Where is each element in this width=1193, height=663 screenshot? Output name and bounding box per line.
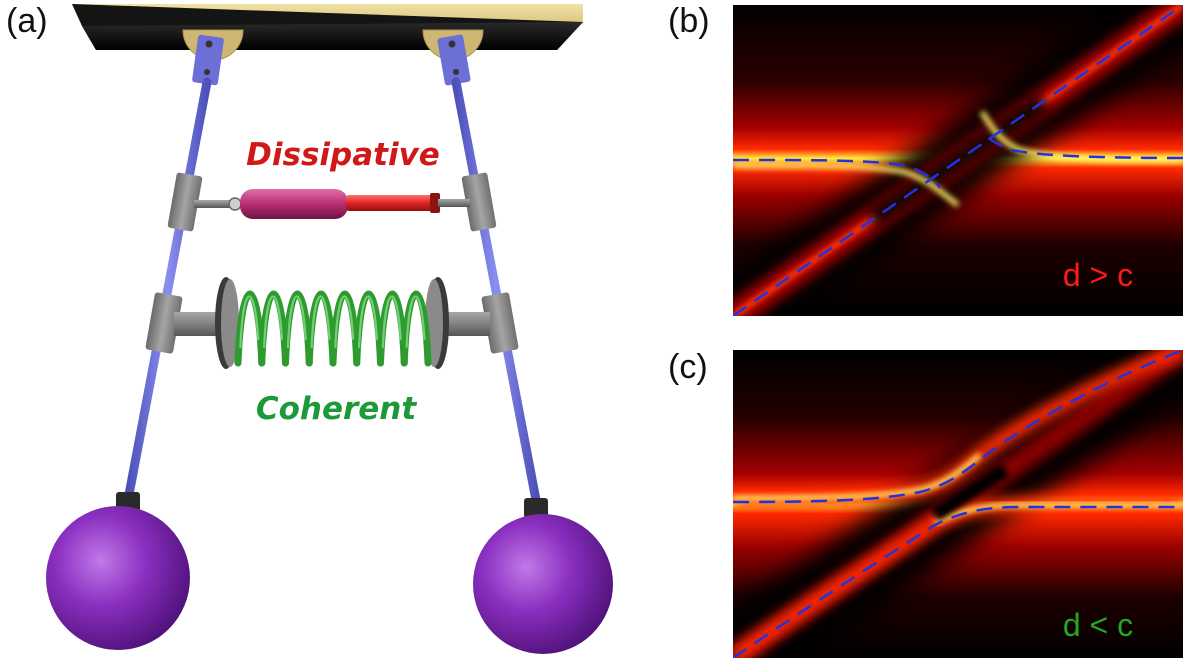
- spring-coil-turn: [400, 290, 432, 367]
- spring-coil-turn: [282, 290, 313, 367]
- left-pendulum-bob: [46, 492, 190, 650]
- spring-left-clamp: [145, 292, 183, 354]
- panel-c-dashed-curve-lower: [733, 505, 1183, 658]
- left-pendulum-rod: [123, 77, 212, 505]
- panel-b-dashed-curve-lower: [983, 133, 1183, 160]
- coupled-pendulum-diagram: Dissipative Coherent: [46, 4, 613, 654]
- damper-right-clamp: [461, 172, 497, 232]
- right-hinge-mount: [422, 29, 484, 86]
- spring-coil-turn: [234, 290, 266, 367]
- spring-coil-highlight: [358, 295, 379, 349]
- spring-right-clamp: [481, 292, 519, 354]
- panel-a-label: (a): [6, 2, 48, 40]
- panel-b-label: (b): [668, 2, 710, 40]
- spring-coil-highlight: [239, 295, 260, 349]
- spring-coil-turn: [258, 290, 289, 367]
- panel-b-dashed-curve-upper: [733, 158, 942, 189]
- spring-coil-highlight: [286, 295, 307, 349]
- panel-c-condition-label: d < c: [1063, 607, 1133, 643]
- left-hinge-mount: [182, 29, 244, 86]
- spring-coil-turn: [305, 290, 337, 367]
- panel-c-heatmap: d < c: [733, 350, 1183, 658]
- spring-coil-highlight: [405, 295, 426, 349]
- damper-left-clamp: [167, 172, 203, 232]
- coherent-label: Coherent: [256, 391, 418, 427]
- spring-coil-highlight: [310, 295, 331, 349]
- spring-coil-turn: [329, 290, 361, 367]
- panel-b-dashed-diagonal: [733, 5, 1183, 316]
- spring-coil-highlight: [381, 295, 402, 349]
- panel-b-condition-label: d > c: [1063, 257, 1133, 293]
- spring-coil-turn: [377, 290, 408, 367]
- spring-coil-highlight: [334, 295, 355, 349]
- spring-coil-highlight: [263, 295, 284, 349]
- spring-coil-turn: [353, 290, 384, 367]
- right-pendulum-rod: [451, 77, 541, 505]
- ceiling-slab: [72, 4, 583, 50]
- panel-c-dashed-curve-upper: [733, 350, 1183, 504]
- dissipative-label: Dissipative: [246, 137, 440, 173]
- right-pendulum-bob: [473, 498, 613, 654]
- panel-c-label: (c): [668, 348, 708, 386]
- damper: [194, 189, 470, 219]
- panel-b-heatmap: d > c: [733, 5, 1183, 316]
- spring: [174, 277, 490, 369]
